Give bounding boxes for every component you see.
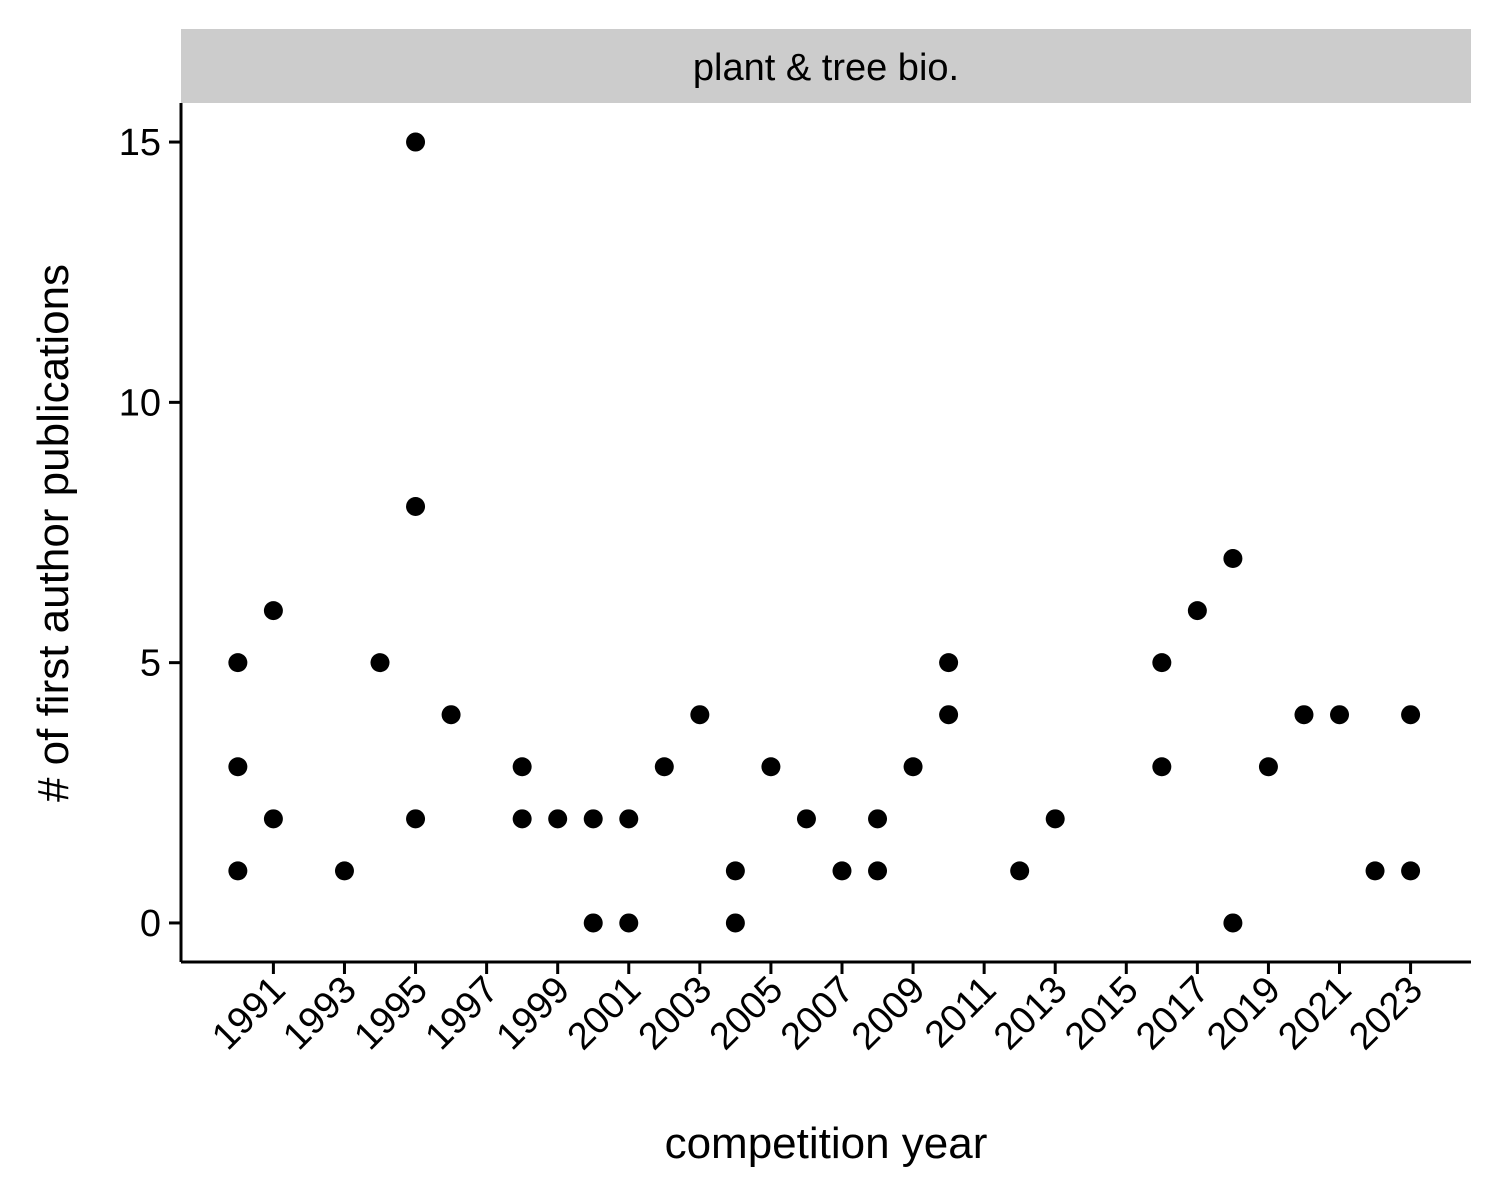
data-point xyxy=(1152,653,1172,673)
data-point xyxy=(583,809,603,829)
data-point xyxy=(512,809,532,829)
x-tick-label: 2017 xyxy=(1128,969,1217,1058)
x-ticks: 1991199319951997199920012003200520072009… xyxy=(204,962,1431,1058)
x-tick-label: 2023 xyxy=(1341,969,1430,1058)
x-tick-label: 2019 xyxy=(1199,969,1288,1058)
data-point xyxy=(548,809,568,829)
data-point xyxy=(725,861,745,881)
data-point xyxy=(796,809,816,829)
x-tick-label: 2003 xyxy=(631,969,720,1058)
data-point xyxy=(868,861,888,881)
y-tick-label: 15 xyxy=(119,122,161,164)
data-point xyxy=(1152,757,1172,777)
data-point xyxy=(939,653,959,673)
data-point xyxy=(512,757,532,777)
data-point xyxy=(1258,757,1278,777)
data-point xyxy=(761,757,781,777)
y-tick-label: 10 xyxy=(119,382,161,424)
data-points xyxy=(228,132,1421,933)
data-point xyxy=(263,601,283,621)
data-point xyxy=(406,132,426,152)
y-ticks: 0 5 10 15 xyxy=(119,122,181,945)
data-point xyxy=(228,861,248,881)
data-point xyxy=(725,913,745,933)
x-tick-label: 1993 xyxy=(275,969,364,1058)
facet-strip xyxy=(181,29,1471,103)
data-point xyxy=(690,705,710,725)
x-tick-label: 1991 xyxy=(204,969,293,1058)
data-point xyxy=(1223,549,1243,569)
data-point xyxy=(1401,861,1421,881)
data-point xyxy=(619,913,639,933)
data-point xyxy=(263,809,283,829)
data-point xyxy=(939,705,959,725)
data-point xyxy=(228,653,248,673)
data-point xyxy=(1010,861,1030,881)
x-tick-label: 1995 xyxy=(346,969,435,1058)
x-tick-label: 2021 xyxy=(1270,969,1359,1058)
data-point xyxy=(868,809,888,829)
data-point xyxy=(903,757,923,777)
x-tick-label: 2005 xyxy=(702,969,791,1058)
data-point xyxy=(1330,705,1350,725)
data-point xyxy=(406,496,426,516)
data-point xyxy=(832,861,852,881)
data-point xyxy=(1365,861,1385,881)
data-point xyxy=(406,809,426,829)
data-point xyxy=(1187,601,1207,621)
data-point xyxy=(619,809,639,829)
data-point xyxy=(228,757,248,777)
facet-label: plant & tree bio. xyxy=(693,47,959,89)
data-point xyxy=(1294,705,1314,725)
data-point xyxy=(1045,809,1065,829)
y-tick-label: 5 xyxy=(140,643,161,685)
data-point xyxy=(654,757,674,777)
data-point xyxy=(370,653,390,673)
x-tick-label: 1999 xyxy=(489,969,578,1058)
x-tick-label: 2001 xyxy=(560,969,649,1058)
x-tick-label: 2013 xyxy=(986,969,1075,1058)
x-tick-label: 1997 xyxy=(418,969,507,1058)
x-tick-label: 2011 xyxy=(917,969,1004,1056)
y-tick-label: 0 xyxy=(140,903,161,945)
x-axis-title: competition year xyxy=(665,1119,988,1168)
data-point xyxy=(583,913,603,933)
x-tick-label: 2007 xyxy=(773,969,862,1058)
data-point xyxy=(1223,913,1243,933)
data-point xyxy=(334,861,354,881)
x-tick-label: 2015 xyxy=(1057,969,1146,1058)
data-point xyxy=(441,705,461,725)
y-axis-title: # of first author publications xyxy=(29,264,78,802)
data-point xyxy=(1401,705,1421,725)
x-tick-label: 2009 xyxy=(844,969,933,1058)
